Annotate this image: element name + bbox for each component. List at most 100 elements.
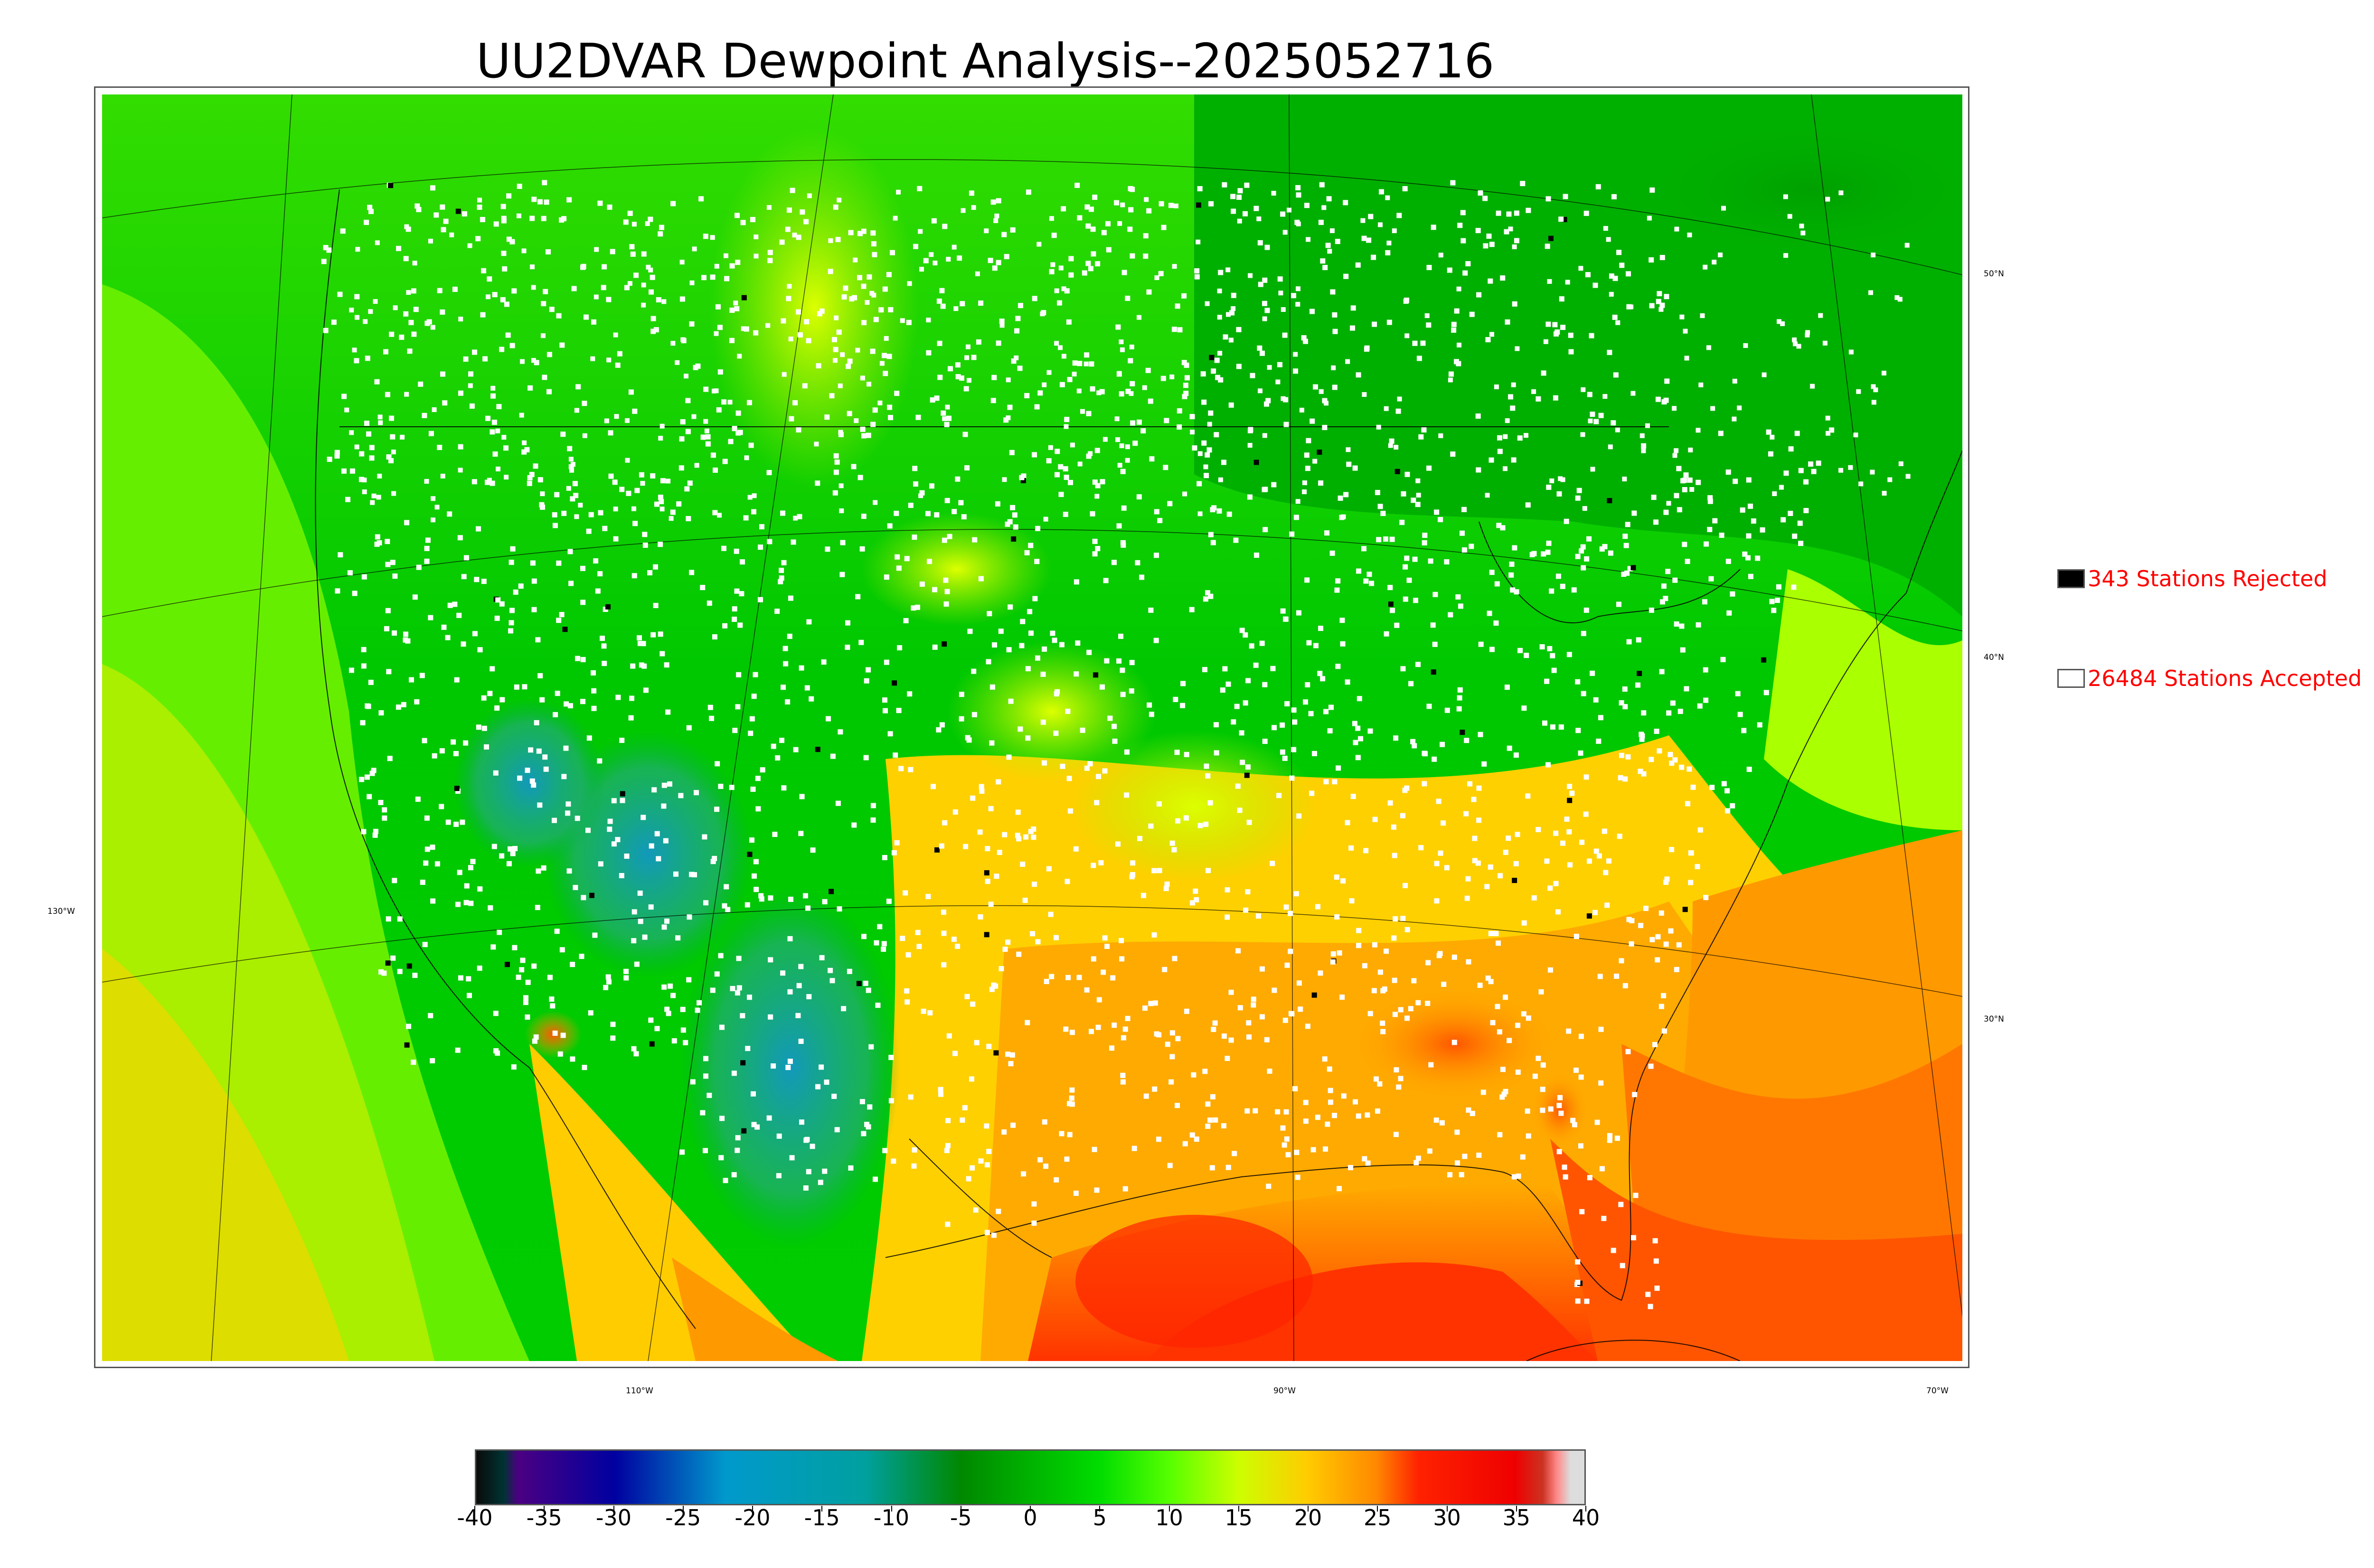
station-accepted-marker [528, 747, 534, 753]
station-accepted-marker [1379, 189, 1384, 195]
station-accepted-marker [536, 868, 541, 874]
station-accepted-marker [996, 340, 1001, 346]
station-accepted-marker [904, 988, 910, 994]
station-accepted-marker [1575, 495, 1581, 501]
station-accepted-marker [406, 290, 411, 295]
station-accepted-marker [882, 697, 887, 703]
station-accepted-marker [1350, 325, 1355, 331]
station-accepted-marker [833, 204, 838, 210]
station-accepted-marker [1564, 518, 1569, 524]
station-accepted-marker [863, 755, 869, 761]
station-accepted-marker [591, 705, 597, 711]
station-accepted-marker [1463, 811, 1469, 817]
station-accepted-marker [546, 389, 552, 394]
station-accepted-marker [819, 1064, 824, 1070]
station-accepted-marker [1337, 950, 1342, 956]
station-accepted-marker [1059, 642, 1065, 648]
station-accepted-marker [739, 591, 744, 597]
station-accepted-marker [499, 697, 505, 703]
station-rejected-marker [892, 680, 897, 686]
station-accepted-marker [1649, 607, 1654, 613]
station-accepted-marker [1487, 610, 1492, 616]
station-accepted-marker [1284, 1136, 1290, 1142]
station-accepted-marker [822, 1168, 828, 1174]
station-accepted-marker [1074, 579, 1079, 585]
station-accepted-marker [1042, 646, 1047, 652]
station-accepted-marker [650, 329, 656, 334]
station-accepted-marker [519, 413, 524, 418]
station-accepted-marker [546, 352, 552, 357]
station-accepted-marker [838, 430, 843, 435]
station-accepted-marker [581, 895, 586, 901]
station-accepted-marker [1005, 521, 1010, 527]
station-accepted-marker [703, 1056, 708, 1061]
station-accepted-marker [1180, 703, 1186, 708]
station-accepted-marker [349, 308, 354, 313]
station-accepted-marker [1436, 953, 1442, 958]
station-accepted-marker [838, 729, 843, 735]
station-accepted-marker [1022, 898, 1028, 903]
station-accepted-marker [1451, 954, 1457, 960]
station-accepted-marker [597, 571, 603, 577]
colorbar-tick [682, 1506, 684, 1512]
station-accepted-marker [1061, 286, 1066, 291]
station-accepted-marker [566, 197, 572, 203]
station-accepted-marker [1570, 1117, 1576, 1123]
station-accepted-marker [1124, 792, 1130, 798]
station-accepted-marker [1075, 640, 1081, 646]
station-accepted-marker [1457, 695, 1462, 701]
station-accepted-marker [1545, 549, 1551, 555]
station-accepted-marker [1606, 237, 1611, 242]
station-accepted-marker [1016, 951, 1022, 957]
station-accepted-marker [1098, 860, 1104, 865]
station-accepted-marker [1584, 556, 1590, 562]
station-accepted-marker [345, 497, 350, 502]
station-accepted-marker [615, 695, 621, 700]
station-accepted-marker [945, 1118, 951, 1123]
station-accepted-marker [1614, 973, 1620, 979]
station-accepted-marker [575, 384, 581, 390]
station-accepted-marker [1072, 372, 1077, 376]
station-accepted-marker [766, 205, 772, 210]
station-accepted-marker [1046, 458, 1052, 464]
station-accepted-marker [710, 452, 716, 458]
station-accepted-marker [1112, 1023, 1117, 1028]
station-accepted-marker [890, 250, 895, 255]
station-accepted-marker [835, 800, 841, 806]
station-accepted-marker [1651, 495, 1657, 500]
station-accepted-marker [744, 326, 749, 332]
station-accepted-marker [1306, 640, 1312, 646]
station-accepted-marker [989, 684, 995, 690]
station-accepted-marker [815, 1084, 821, 1089]
station-accepted-marker [1508, 572, 1514, 578]
station-accepted-marker [894, 391, 900, 396]
station-accepted-marker [424, 846, 430, 852]
station-accepted-marker [1545, 196, 1551, 202]
station-accepted-marker [543, 289, 548, 294]
station-accepted-marker [969, 1076, 974, 1082]
station-accepted-marker [1578, 750, 1583, 756]
station-accepted-marker [754, 859, 759, 864]
station-accepted-marker [1683, 329, 1688, 334]
station-accepted-marker [1277, 362, 1282, 367]
station-accepted-marker [1218, 270, 1224, 275]
station-accepted-marker [423, 860, 429, 866]
station-accepted-marker [1521, 1011, 1526, 1017]
station-rejected-marker [1460, 730, 1465, 735]
station-accepted-marker [1181, 293, 1187, 299]
station-accepted-marker [1602, 828, 1607, 834]
station-accepted-marker [1520, 181, 1526, 187]
station-accepted-marker [341, 394, 347, 399]
station-accepted-marker [1540, 1108, 1545, 1113]
station-accepted-marker [386, 454, 392, 460]
station-accepted-marker [714, 331, 719, 336]
station-accepted-marker [1361, 546, 1366, 552]
station-accepted-marker [734, 588, 740, 594]
station-accepted-marker [1462, 1154, 1468, 1159]
station-accepted-marker [1660, 599, 1665, 605]
station-accepted-marker [1626, 639, 1632, 645]
station-accepted-marker [760, 767, 765, 773]
station-accepted-marker [1580, 544, 1586, 550]
station-accepted-marker [463, 555, 469, 561]
station-accepted-marker [610, 1022, 616, 1027]
